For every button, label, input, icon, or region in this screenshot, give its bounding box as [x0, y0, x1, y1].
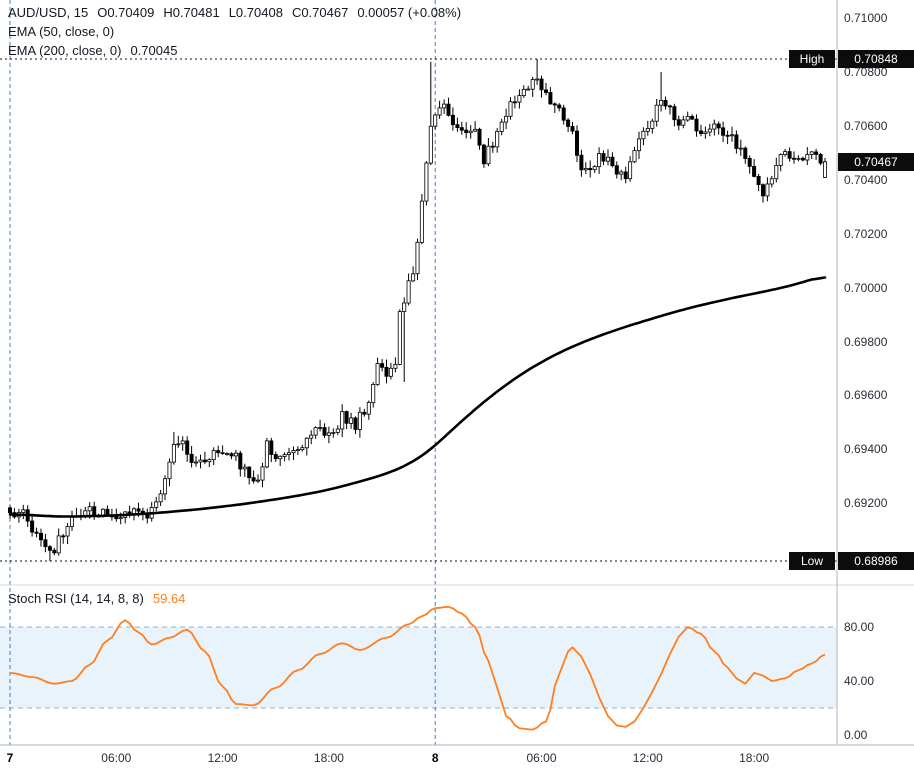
- price-tick: 0.71000: [844, 11, 888, 26]
- price-tick: 0.69400: [844, 442, 888, 457]
- stoch-legend-row[interactable]: Stoch RSI (14, 14, 8, 8) 59.64: [8, 591, 185, 606]
- time-label: 7: [6, 751, 14, 765]
- high-value: H0.70481: [163, 5, 220, 20]
- price-tick: 0.69600: [844, 388, 888, 403]
- time-label: 18:00: [313, 751, 344, 765]
- ema200-legend-row[interactable]: EMA (200, close, 0) 0.70045: [8, 43, 461, 58]
- symbol-title: AUD/USD, 15: [8, 5, 89, 20]
- time-label: 18:00: [739, 751, 770, 765]
- indicator-legend: AUD/USD, 15 O0.70409 H0.70481 L0.70408 C…: [8, 5, 461, 62]
- ema200-label: EMA (200, close, 0): [8, 43, 122, 58]
- low-value: L0.70408: [228, 5, 283, 20]
- symbol-legend-row[interactable]: AUD/USD, 15 O0.70409 H0.70481 L0.70408 C…: [8, 5, 461, 20]
- low-label-badge: Low: [789, 552, 835, 570]
- price-tick: 0.69800: [844, 334, 888, 349]
- time-label: 12:00: [207, 751, 238, 765]
- last-price-badge: 0.70467: [838, 152, 914, 171]
- change-value: 0.00057 (+0.08%): [357, 5, 462, 20]
- close-value: C0.70467: [291, 5, 349, 20]
- ema200-value: 0.70045: [130, 43, 178, 58]
- low-value-badge: 0.68986: [838, 552, 914, 570]
- stoch-label: Stoch RSI (14, 14, 8, 8): [8, 591, 144, 606]
- price-tick: 0.70200: [844, 226, 888, 241]
- ema50-label: EMA (50, close, 0): [8, 24, 115, 39]
- time-label: 8: [431, 751, 439, 765]
- stoch-value: 59.64: [152, 591, 186, 606]
- time-label: 06:00: [526, 751, 557, 765]
- price-tick: 0.70400: [844, 172, 888, 187]
- stoch-tick: 0.00: [844, 728, 868, 742]
- price-tick: 0.70600: [844, 118, 888, 133]
- price-tick: 0.70800: [844, 64, 888, 79]
- time-label: 06:00: [101, 751, 132, 765]
- stoch-tick: 80.00: [844, 620, 875, 634]
- high-value-badge: 0.70848: [838, 50, 914, 69]
- ema50-legend-row[interactable]: EMA (50, close, 0): [8, 24, 461, 39]
- stoch-tick: 40.00: [844, 674, 875, 688]
- open-value: O0.70409: [97, 5, 155, 20]
- price-tick: 0.69200: [844, 496, 888, 511]
- price-tick: 0.70000: [844, 280, 888, 295]
- time-label: 12:00: [632, 751, 663, 765]
- high-label-badge: High: [789, 50, 835, 69]
